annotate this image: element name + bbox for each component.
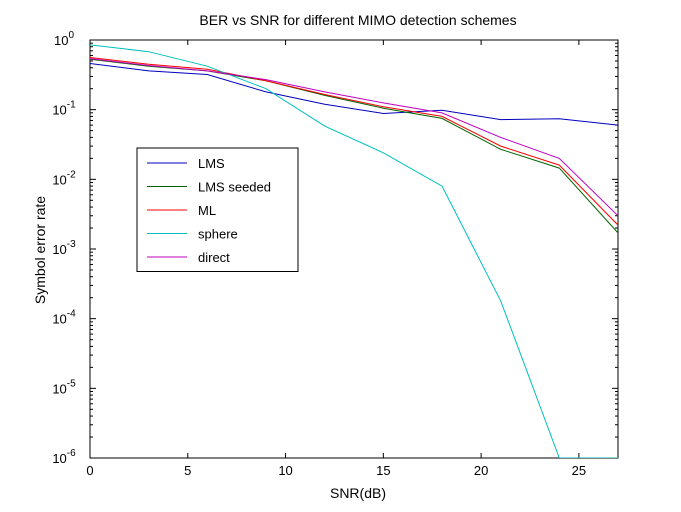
y-tick-label: 10-4 — [52, 309, 76, 327]
y-tick-label: 10-6 — [52, 448, 76, 466]
y-tick-label: 10-2 — [52, 169, 76, 187]
legend-entry-label: LMS seeded — [198, 180, 271, 195]
legend-entry-label: sphere — [198, 227, 238, 242]
y-tick-label: 100 — [54, 30, 74, 48]
y-tick-label: 10-1 — [52, 100, 76, 118]
legend-entry-label: LMS — [198, 156, 225, 171]
series-line-direct — [90, 58, 618, 217]
x-tick-label: 15 — [376, 463, 390, 478]
chart-title: BER vs SNR for different MIMO detection … — [199, 12, 516, 28]
legend-entry-label: ML — [198, 203, 216, 218]
x-tick-label: 0 — [86, 463, 93, 478]
legend: LMS LMS seeded ML sphere direct — [136, 147, 299, 272]
x-tick-label: 10 — [278, 463, 292, 478]
series-line-sphere — [90, 44, 618, 458]
legend-entry-label: direct — [198, 250, 230, 265]
y-tick-label: 10-5 — [52, 378, 76, 396]
x-tick-label: 5 — [184, 463, 191, 478]
y-tick-label: 10-3 — [52, 239, 76, 257]
series-line-lms — [90, 63, 618, 126]
x-axis-label: SNR(dB) — [330, 485, 386, 501]
plot-area: 0 5 10 15 20 25 10-6 10-5 10-4 10-3 10-2 10-1 100 — [52, 30, 619, 478]
series-line-ml — [90, 57, 618, 226]
x-tick-label: 20 — [474, 463, 488, 478]
y-axis-label: Symbol error rate — [32, 196, 48, 304]
x-tick-label: 25 — [572, 463, 586, 478]
